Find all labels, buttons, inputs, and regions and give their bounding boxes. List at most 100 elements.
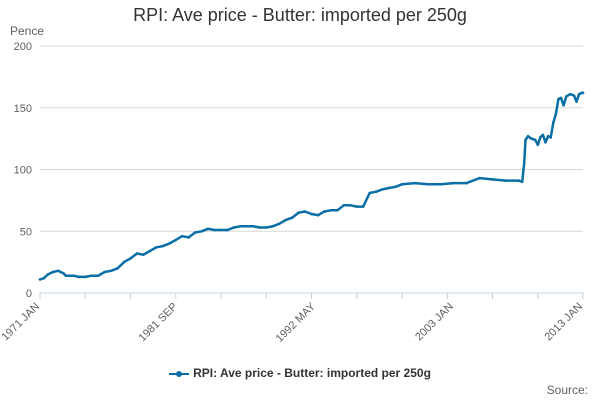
- data-point: [533, 138, 537, 142]
- data-point: [148, 249, 152, 253]
- data-point: [84, 275, 87, 279]
- data-point: [323, 210, 326, 213]
- data-point: [206, 227, 210, 231]
- data-point: [161, 244, 165, 248]
- data-point: [336, 209, 339, 212]
- x-tick-label: 1971 JAN: [0, 301, 42, 344]
- data-point: [572, 94, 576, 97]
- data-point: [200, 230, 203, 233]
- data-point: [400, 183, 404, 186]
- data-point: [520, 180, 524, 184]
- data-point: [554, 112, 558, 116]
- data-point: [524, 138, 527, 142]
- data-point: [109, 269, 113, 273]
- legend-label: RPI: Ave price - Butter: imported per 25…: [193, 366, 431, 380]
- data-point: [559, 96, 563, 100]
- data-point: [297, 211, 300, 214]
- data-point: [374, 190, 378, 193]
- data-point: [174, 238, 178, 242]
- data-point: [541, 133, 545, 137]
- data-point: [552, 121, 555, 124]
- data-point: [284, 218, 287, 222]
- data-point: [232, 226, 236, 229]
- data-point: [90, 274, 93, 278]
- data-point: [245, 225, 249, 228]
- data-point: [546, 134, 550, 138]
- data-point: [213, 228, 216, 232]
- x-axis: [39, 292, 584, 299]
- y-tick-label: 200: [14, 41, 32, 53]
- legend-line-marker-icon: [169, 368, 190, 380]
- data-point: [575, 100, 578, 103]
- x-tick-label: 2013 JAN: [542, 301, 585, 344]
- data-point: [239, 225, 242, 228]
- x-axis-labels: 1971 JAN 1981 SEP 1992 MAY 2003 JAN 2013 JAN: [0, 300, 585, 345]
- data-point: [252, 225, 255, 228]
- data-point: [491, 178, 494, 181]
- data-point: [258, 226, 262, 229]
- data-point: [530, 137, 533, 140]
- source-label: Source:: [546, 383, 588, 397]
- data-point: [180, 234, 184, 238]
- data-point: [522, 162, 526, 165]
- data-point: [96, 274, 100, 278]
- y-axis-unit-label: Pence: [10, 24, 45, 38]
- x-tick-label: 1992 MAY: [274, 300, 319, 345]
- data-point: [271, 225, 275, 228]
- data-point: [381, 188, 384, 191]
- data-point: [316, 213, 320, 217]
- data-point: [517, 179, 520, 182]
- data-point: [342, 204, 346, 207]
- data-point: [504, 179, 507, 182]
- data-point: [51, 270, 55, 274]
- y-tick-label: 50: [20, 226, 32, 238]
- data-point: [135, 252, 139, 255]
- data-point: [439, 183, 443, 186]
- data-point: [564, 95, 568, 98]
- data-point: [142, 253, 145, 256]
- data-point: [64, 274, 68, 278]
- data-point: [38, 278, 42, 281]
- data-point: [193, 231, 197, 234]
- data-point: [103, 270, 106, 274]
- data-point: [577, 92, 581, 96]
- data-point: [426, 183, 430, 186]
- data-point: [526, 134, 530, 138]
- data-point: [544, 141, 547, 144]
- data-point: [46, 273, 50, 276]
- data-point: [413, 181, 417, 185]
- data-point: [116, 267, 119, 270]
- data-point: [219, 228, 223, 232]
- data-point: [77, 275, 81, 279]
- data-point: [129, 257, 132, 260]
- data-point: [368, 191, 372, 195]
- data-point: [226, 228, 229, 232]
- data-point: [387, 186, 391, 190]
- data-point: [277, 222, 281, 226]
- series-group: [38, 91, 585, 281]
- data-point: [187, 236, 190, 239]
- data-point: [290, 216, 294, 219]
- data-point: [155, 246, 158, 249]
- data-point: [557, 97, 560, 101]
- data-point: [568, 92, 572, 96]
- data-point: [68, 274, 71, 278]
- y-tick-label: 100: [14, 165, 32, 177]
- data-point: [452, 181, 456, 185]
- data-point: [361, 205, 365, 208]
- data-point: [122, 260, 126, 264]
- data-point: [265, 226, 268, 229]
- data-point: [310, 212, 313, 216]
- data-point: [549, 136, 552, 139]
- data-point: [72, 274, 75, 278]
- legend[interactable]: RPI: Ave price - Butter: imported per 25…: [0, 366, 600, 380]
- chart-title: RPI: Ave price - Butter: imported per 25…: [133, 5, 467, 25]
- x-tick-label: 1981 SEP: [137, 301, 181, 345]
- y-tick-label: 0: [26, 288, 32, 300]
- y-axis: 0 50 100 150 200: [14, 41, 32, 300]
- data-point: [562, 104, 565, 107]
- data-point: [56, 269, 60, 273]
- y-tick-label: 150: [14, 103, 32, 115]
- data-point: [465, 181, 468, 185]
